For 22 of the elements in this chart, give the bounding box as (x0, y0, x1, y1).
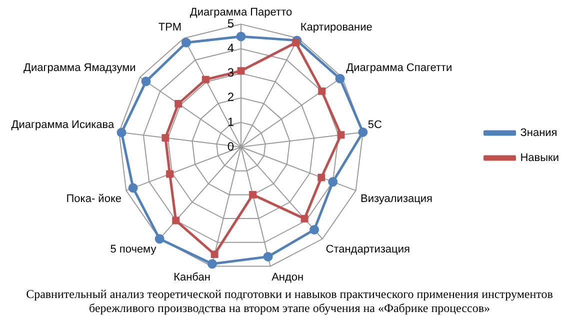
spoke-label: Картирование (300, 21, 372, 34)
spoke-label: Стандартизация (326, 243, 410, 256)
spoke-label: 5 почему (110, 243, 157, 256)
spoke-label: Диаграмма Паретто (190, 6, 292, 19)
spoke-label: Визуализация (360, 192, 433, 205)
y-tick-label: 5 (227, 16, 234, 31)
legend-label: Знания (520, 127, 558, 140)
spoke-label: 5С (368, 119, 382, 132)
spoke-label: Диаграмма Ямадзуми (24, 62, 136, 74)
y-tick-label: 2 (227, 90, 234, 104)
spoke-label: Диаграмма Исикава (11, 119, 116, 132)
spoke-label: Канбан (174, 272, 210, 284)
spoke-label: Диаграмма Спагетти (346, 62, 452, 74)
y-tick-label: 0 (227, 139, 234, 154)
text: Сравнительный анализ теоретической подготовки и навыков практического применения инструментов бережливого производства на втором этапе обучения на «Фабрике процессов» (25, 287, 554, 315)
spoke-label: TPM (158, 21, 182, 34)
y-tick-label: 4 (227, 41, 234, 56)
legend-label: Навыки (520, 152, 560, 164)
spoke-label: Пока- йоке (66, 192, 122, 205)
y-tick-label: 1 (227, 114, 234, 129)
y-tick-label: 3 (227, 66, 234, 80)
spoke-label: Андон (272, 272, 304, 284)
